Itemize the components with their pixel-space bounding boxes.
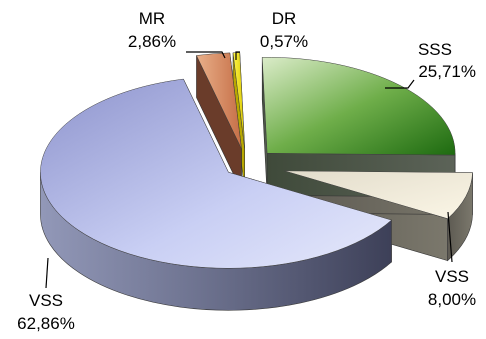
slice-label-sss: SSS 25,71% <box>418 40 476 81</box>
slice-mr <box>196 52 242 149</box>
leader-sss <box>385 79 415 89</box>
slice-label-vss-8: VSS 8,00% <box>428 267 476 309</box>
slice-vss-62 <box>40 78 392 269</box>
slice-value-vss-62: 62,86% <box>17 314 75 333</box>
slice-name-dr: DR <box>272 9 297 28</box>
slice-name-sss: SSS <box>418 40 452 59</box>
slice-label-mr: MR 2,86% <box>128 9 176 51</box>
slice-name-vss-8: VSS <box>435 267 469 286</box>
slice-label-vss-62: VSS 62,86% <box>17 291 75 333</box>
slice-sss <box>261 57 456 156</box>
pie-leader-lines <box>45 51 453 289</box>
slice-value-dr: 0,57% <box>260 32 308 51</box>
leader-vss-8 <box>447 211 453 263</box>
slice-value-vss-8: 8,00% <box>428 290 476 309</box>
leader-mr <box>186 51 226 59</box>
leader-dr <box>235 51 240 60</box>
slice-label-dr: DR 0,57% <box>260 9 308 51</box>
slice-name-mr: MR <box>139 9 165 28</box>
leader-vss-62 <box>45 257 49 289</box>
slice-value-sss: 25,71% <box>418 62 476 81</box>
pie-top-faces <box>40 52 473 269</box>
slice-value-mr: 2,86% <box>128 32 176 51</box>
slice-name-vss-62: VSS <box>29 291 63 310</box>
